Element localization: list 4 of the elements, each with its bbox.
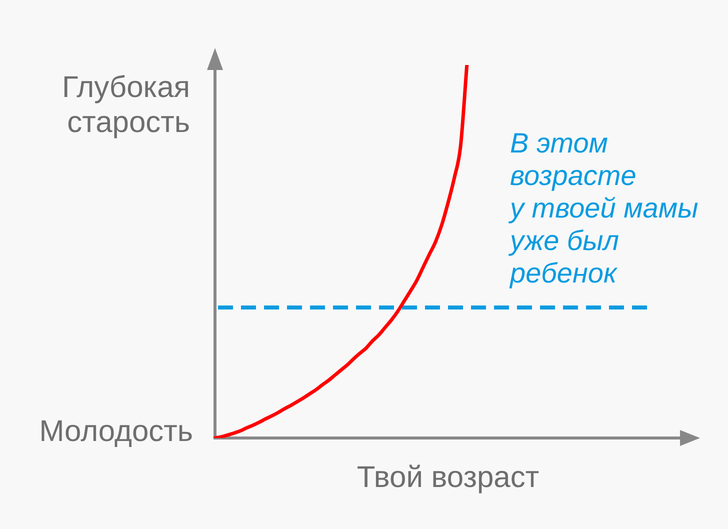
text: Молодость — [39, 415, 193, 448]
text: Глубокая старость — [62, 71, 190, 139]
x-axis-title: Твой возраст — [356, 461, 540, 494]
ref-line-label: В этом возрасте у твоей мамы уже был ребенок — [508, 127, 699, 288]
